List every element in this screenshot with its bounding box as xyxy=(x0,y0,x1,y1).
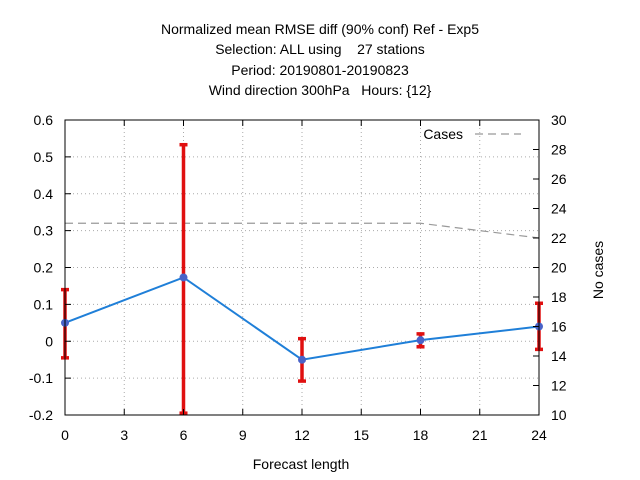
y2-tick-label: 14 xyxy=(551,348,567,364)
y-tick-label: 0.1 xyxy=(34,296,54,312)
y-tick-label: -0.1 xyxy=(29,370,53,386)
y2-tick-label: 16 xyxy=(551,319,567,335)
x-tick-label: 6 xyxy=(180,427,188,443)
chart-title-line-2: Selection: ALL using 27 stations xyxy=(215,41,425,57)
x-axis-label: Forecast length xyxy=(253,456,350,472)
y-tick-label: 0.5 xyxy=(34,149,54,165)
x-tick-label: 21 xyxy=(472,427,488,443)
x-tick-label: 0 xyxy=(61,427,69,443)
plot-frame xyxy=(64,119,540,416)
x-tick-label: 15 xyxy=(353,427,369,443)
y2-tick-label: 10 xyxy=(551,407,567,423)
y-tick-label: -0.2 xyxy=(29,407,53,423)
cases-line xyxy=(65,222,540,239)
x-tick-label: 12 xyxy=(294,427,310,443)
y2-tick-label: 22 xyxy=(551,230,567,246)
y2-tick-label: 30 xyxy=(551,112,567,128)
data-point xyxy=(298,355,306,364)
y2-tick-label: 24 xyxy=(551,201,567,217)
x-tick-label: 24 xyxy=(531,427,547,443)
y2-tick-label: 28 xyxy=(551,142,567,158)
data-point xyxy=(179,273,188,282)
data-point xyxy=(416,336,425,345)
legend: Cases xyxy=(423,126,521,142)
y-tick-label: 0.2 xyxy=(34,260,54,276)
y2-tick-label: 20 xyxy=(551,260,567,276)
y-tick-label: 0 xyxy=(45,333,53,349)
chart-title-line-4: Wind direction 300hPa Hours: {12} xyxy=(208,82,432,98)
y2-axis-label: No cases xyxy=(590,241,606,299)
chart-title-line-3: Period: 20190801-20190823 xyxy=(231,62,409,78)
y2-tick-label: 26 xyxy=(551,171,567,187)
y2-tick-label: 12 xyxy=(551,378,567,394)
x-tick-label: 9 xyxy=(239,427,247,443)
legend-label-cases: Cases xyxy=(423,126,463,142)
x-tick-label: 3 xyxy=(120,427,128,443)
x-tick-label: 18 xyxy=(413,427,429,443)
cases-series xyxy=(65,222,540,239)
y-tick-label: 0.4 xyxy=(34,186,54,202)
y2-tick-label: 18 xyxy=(551,289,567,305)
axes: 0 3 6 9 12 15 18 21 24 -0.2 -0.1 0 0.1 0.2 0.3 0.4 0.5 0.… xyxy=(29,112,567,443)
chart-title-line-1: Normalized mean RMSE diff (90% conf) Ref… xyxy=(161,21,479,37)
y-tick-label: 0.6 xyxy=(34,112,54,128)
y-tick-label: 0.3 xyxy=(34,223,54,239)
